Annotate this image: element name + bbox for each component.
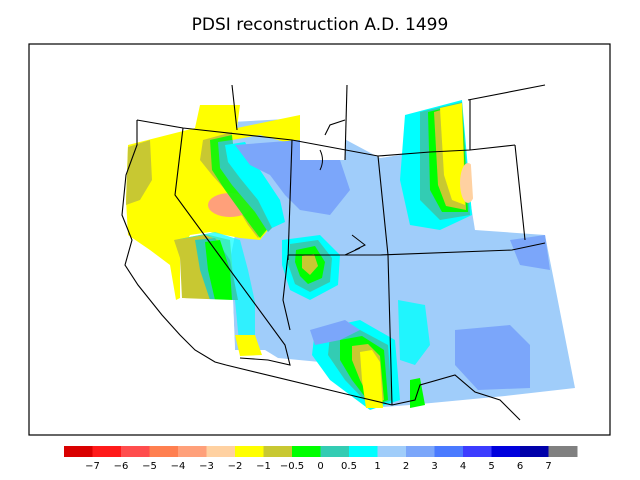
colorbar-tick-label: −5 (142, 461, 157, 472)
colorbar-swatch (320, 446, 350, 457)
state-boundaries (136, 84, 546, 421)
field-gap-north (380, 110, 405, 158)
field-south-cyan2 (398, 300, 430, 365)
colorbar-tick-label: 0 (317, 461, 323, 472)
field-center-olive (302, 254, 318, 275)
map-title: PDSI reconstruction A.D. 1499 (191, 15, 449, 35)
colorbar-tick-label: 2 (403, 461, 409, 472)
coastline (121, 119, 346, 366)
colorbar-swatch (64, 446, 93, 457)
colorbar-tick-label: −3 (199, 461, 214, 472)
field-sw-yellow (175, 232, 255, 352)
colorbar-tick-label: 7 (545, 461, 551, 472)
colorbar-tick-label: 4 (460, 461, 466, 472)
colorbar-swatch (92, 446, 122, 457)
colorbar-tick-label: 3 (431, 461, 437, 472)
colorbar-tick-label: 5 (488, 461, 494, 472)
colorbar-swatch (263, 446, 293, 457)
colorbar-swatch (121, 446, 150, 457)
field-sw-yellow-tip (235, 335, 262, 356)
colorbar-tick-label: 6 (517, 461, 523, 472)
colorbar-tick-label: −7 (85, 461, 100, 472)
colorbar-swatch (491, 446, 521, 457)
field-blue-se (455, 325, 530, 390)
colorbar-swatch (206, 446, 236, 457)
colorbar-swatch (178, 446, 207, 457)
colorbar-swatch (434, 446, 464, 457)
colorbar-tick-label: −0.5 (280, 461, 304, 472)
colorbar-tick-label: 1 (374, 461, 380, 472)
lakes (319, 149, 366, 256)
colorbar-swatch (463, 446, 492, 457)
colorbar-swatch (377, 446, 407, 457)
field-blue-sw (310, 320, 360, 345)
field-gap-nevada (300, 118, 345, 160)
pdsi-field (126, 100, 575, 410)
field-south-yellow (360, 350, 383, 408)
colorbar-tick-label: 0.5 (341, 461, 357, 472)
colorbar-swatch (349, 446, 378, 457)
colorbar-tick-label: −1 (256, 461, 271, 472)
field-cyan-a (225, 142, 285, 228)
colorbar-swatch (149, 446, 179, 457)
colorbar-swatch (235, 446, 264, 457)
colorbar: −7 −6 −5 −4 −3 −2 −1 −0.5 0 0.5 1 2 3 4 5 6 7 (64, 446, 578, 472)
colorbar-tick-label: −2 (228, 461, 243, 472)
field-sw-green (205, 240, 232, 300)
colorbar-swatch (548, 446, 578, 457)
field-gap-ne (470, 140, 540, 230)
field-gap-sw (180, 298, 235, 350)
colorbar-tick-label: −6 (114, 461, 129, 472)
colorbar-swatch (292, 446, 321, 457)
colorbar-tick-label: −4 (171, 461, 186, 472)
field-ne-yellow (440, 103, 465, 205)
colorbar-swatch (520, 446, 549, 457)
colorbar-swatch (406, 446, 435, 457)
